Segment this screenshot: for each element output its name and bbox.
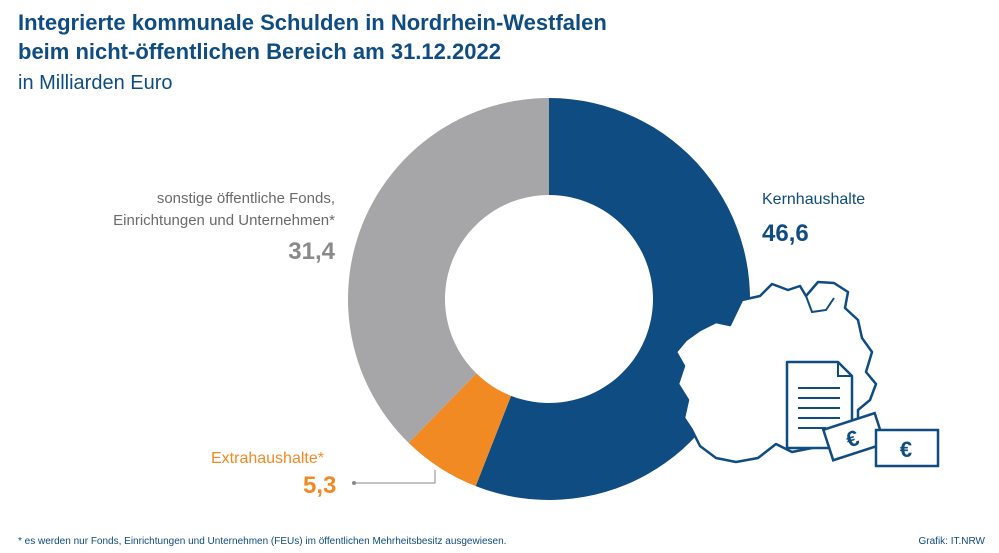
sonstige-label-line1: sonstige öffentliche Fonds, bbox=[156, 190, 335, 207]
title-line-2: beim nicht-öffentlichen Bereich am 31.12… bbox=[18, 39, 501, 64]
donut-slices bbox=[348, 98, 751, 501]
euro-symbol-2: € bbox=[900, 437, 912, 462]
chart-subtitle: in Milliarden Euro bbox=[18, 72, 173, 94]
title-line-1: Integrierte kommunale Schulden in Nordrh… bbox=[18, 10, 607, 35]
donut-slice-2 bbox=[408, 373, 512, 487]
extrahaushalte-leader-line bbox=[354, 470, 436, 484]
credit: Grafik: IT.NRW bbox=[918, 536, 985, 547]
kernhaushalte-value: 46,6 bbox=[762, 220, 809, 247]
extrahaushalte-label: Extrahaushalte* bbox=[211, 450, 324, 467]
donut-slice-3 bbox=[348, 98, 549, 443]
leader-dot bbox=[352, 481, 356, 485]
euro-banknote-icon: € € bbox=[821, 411, 940, 468]
footnote: * es werden nur Fonds, Einrichtungen und… bbox=[18, 536, 507, 547]
sonstige-label-line2: Einrichtungen und Unternehmen* bbox=[113, 212, 335, 229]
chart-title: Integrierte kommunale Schulden in Nordrh… bbox=[18, 8, 607, 66]
sonstige-value: 31,4 bbox=[288, 238, 335, 265]
sonstige-label: sonstige öffentliche Fonds, Einrichtunge… bbox=[113, 188, 335, 232]
kernhaushalte-label: Kernhaushalte bbox=[762, 191, 866, 208]
extrahaushalte-value: 5,3 bbox=[303, 472, 337, 499]
donut-slice-1 bbox=[475, 98, 751, 501]
